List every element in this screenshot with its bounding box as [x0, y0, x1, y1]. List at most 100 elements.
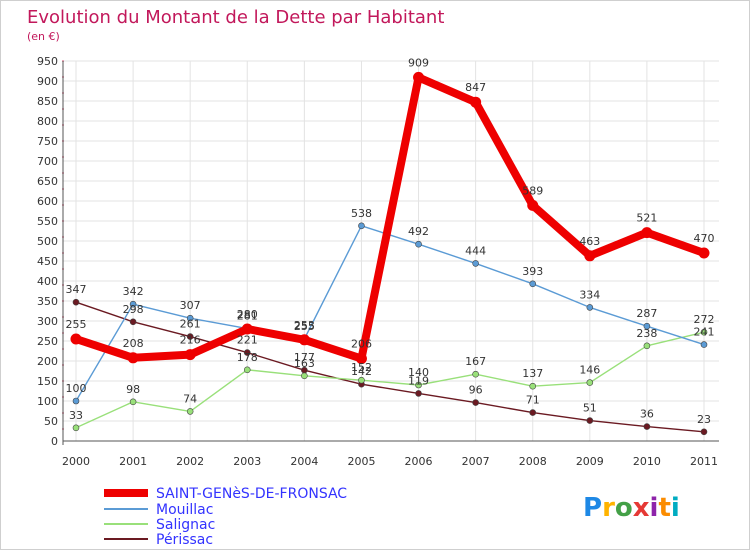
x-tick-2011: 2011: [690, 455, 718, 468]
y-tick-150: 150: [37, 375, 58, 388]
label-s3-10: 36: [640, 408, 654, 421]
point-s2-3: [243, 366, 251, 374]
label-s0-11: 470: [694, 232, 715, 245]
point-s3-9: [586, 417, 594, 424]
point-s2-9: [586, 379, 594, 386]
point-s3-0: [72, 298, 80, 306]
label-s3-7: 96: [469, 384, 483, 397]
point-s0-1: [127, 352, 139, 364]
proxiti-logo: Proxiti: [583, 493, 680, 523]
y-tick-450: 450: [37, 255, 58, 268]
point-s0-0: [70, 333, 82, 345]
legend: SAINT-GENèS-DE-FRONSACMouillacSalignacPé…: [104, 486, 347, 548]
y-tick-500: 500: [37, 235, 58, 248]
label-s1-1: 342: [123, 285, 144, 298]
point-s0-8: [527, 199, 539, 211]
label-s1-3: 281: [237, 310, 258, 323]
point-s1-7: [472, 260, 479, 267]
legend-label-1: Mouillac: [156, 502, 213, 518]
label-s0-9: 463: [579, 235, 600, 248]
label-s2-2: 74: [183, 392, 197, 405]
label-s0-1: 208: [123, 337, 144, 350]
label-s3-11: 23: [697, 413, 711, 426]
point-s1-8: [529, 280, 537, 288]
label-s2-0: 33: [69, 409, 83, 422]
point-s3-8: [529, 409, 537, 416]
legend-label-3: Périssac: [156, 532, 213, 548]
label-s0-2: 216: [180, 334, 201, 347]
label-s1-0: 100: [66, 382, 87, 395]
label-s3-4: 177: [294, 351, 315, 364]
y-tick-850: 850: [37, 95, 58, 108]
x-tick-2000: 2000: [62, 455, 90, 468]
label-s0-7: 847: [465, 81, 486, 94]
label-s2-8: 137: [522, 367, 543, 380]
label-s0-8: 589: [522, 184, 543, 197]
label-s0-0: 255: [66, 318, 87, 331]
x-tick-2005: 2005: [347, 455, 375, 468]
label-s3-8: 71: [526, 394, 540, 407]
y-tick-750: 750: [37, 135, 58, 148]
point-s1-11: [700, 341, 708, 348]
label-s1-4: 255: [294, 320, 315, 333]
x-tick-2001: 2001: [119, 455, 147, 468]
point-s2-1: [129, 398, 137, 406]
label-s1-7: 444: [465, 244, 486, 257]
label-s1-9: 334: [579, 288, 600, 301]
label-s1-5: 538: [351, 207, 372, 220]
point-s2-4: [301, 372, 308, 380]
point-s2-2: [186, 408, 194, 415]
point-s0-6: [413, 71, 425, 83]
point-s0-4: [298, 334, 310, 346]
point-s1-5: [358, 222, 365, 230]
axes: [62, 60, 719, 445]
point-s3-2: [186, 333, 194, 340]
series-line-2: [75, 331, 705, 429]
logo-text: Proxiti: [583, 493, 680, 523]
point-s1-2: [186, 314, 194, 322]
label-s2-11: 272: [694, 313, 715, 326]
x-tick-2006: 2006: [405, 455, 433, 468]
series-line-0: [72, 73, 708, 363]
y-tick-300: 300: [37, 315, 58, 328]
y-tick-100: 100: [37, 395, 58, 408]
x-tick-2010: 2010: [633, 455, 661, 468]
y-tick-50: 50: [44, 415, 58, 428]
label-s1-6: 492: [408, 225, 429, 238]
point-s0-11: [698, 247, 710, 259]
label-s2-6: 140: [408, 366, 429, 379]
data-labels: 347 298 261 221 177 142 119 96 71 51 36 23 33 98 74 178…: [66, 56, 715, 425]
point-s2-8: [529, 382, 537, 390]
point-s3-1: [129, 318, 137, 326]
label-s1-11: 241: [694, 326, 715, 339]
point-s1-9: [586, 304, 594, 311]
point-s3-6: [415, 390, 422, 397]
y-tick-550: 550: [37, 215, 58, 228]
label-s1-8: 393: [522, 265, 543, 278]
point-s2-7: [472, 370, 479, 378]
label-s3-6: 119: [408, 374, 429, 387]
y-tick-350: 350: [37, 295, 58, 308]
label-s0-3: 280: [237, 308, 258, 321]
point-s3-3: [243, 349, 251, 356]
label-s1-2: 307: [180, 299, 201, 312]
grid-lines: [63, 60, 719, 442]
x-tick-2004: 2004: [290, 455, 318, 468]
point-s1-10: [643, 322, 651, 330]
y-tick-0: 0: [51, 435, 58, 448]
point-s0-5: [355, 353, 367, 365]
point-s3-10: [643, 423, 651, 430]
x-tick-2009: 2009: [576, 455, 604, 468]
y-tick-700: 700: [37, 155, 58, 168]
series-line-3: [75, 301, 705, 433]
y-tick-400: 400: [37, 275, 58, 288]
label-s3-3: 221: [237, 334, 258, 347]
x-tick-2002: 2002: [176, 455, 204, 468]
point-s2-5: [358, 376, 365, 384]
label-s3-9: 51: [583, 402, 597, 415]
y-tick-650: 650: [37, 175, 58, 188]
point-s1-0: [72, 397, 80, 405]
point-s2-6: [415, 381, 422, 389]
label-s2-3: 178: [237, 351, 258, 364]
